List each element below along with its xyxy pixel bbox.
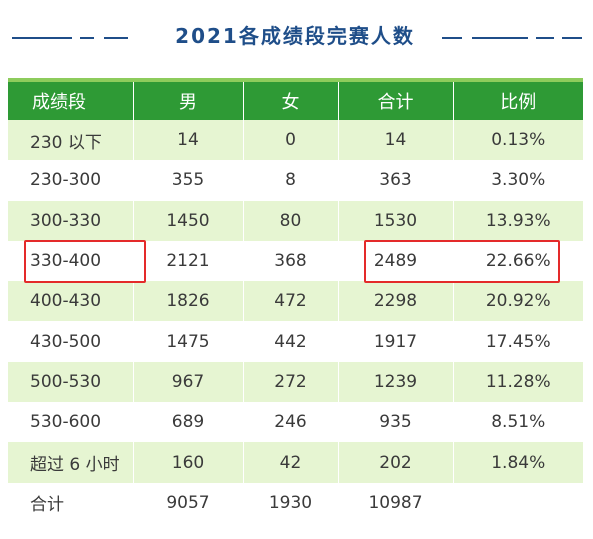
column-header: 比例 (500, 92, 537, 113)
table-row-total: 合计 9057 1930 10987 (8, 482, 583, 523)
title-dash (12, 37, 72, 39)
table-cell: 935 (338, 402, 454, 443)
table-cell: 80 (243, 200, 339, 241)
table-cell: 0 (243, 120, 339, 161)
title-dash (536, 37, 554, 39)
table-cell: 202 (338, 442, 454, 483)
table-cell: 超过 6 小时 (8, 442, 134, 483)
table-cell: 1239 (338, 361, 454, 403)
table-cell: 2489 (338, 240, 454, 282)
highlight-box-range (24, 240, 146, 283)
table-cell: 11.28% (485, 371, 551, 392)
table-cell: 2121 (133, 240, 244, 282)
table-cell: 3.30% (491, 170, 546, 191)
table-cell: 246 (243, 402, 339, 443)
table-cell: 20.92% (485, 291, 551, 312)
table-cell: 230-300 (8, 160, 134, 201)
table-cell: 8.51% (491, 412, 546, 433)
title-dash (442, 37, 462, 39)
table-cell: 1917 (338, 321, 454, 362)
table-row: 400-430 1826 472 2298 20.92% (8, 281, 583, 322)
column-header: 女 (243, 82, 339, 120)
table-cell: 442 (243, 321, 339, 362)
column-header: 合计 (338, 82, 454, 120)
table-cell: 689 (133, 402, 244, 443)
highlight-box-total-ratio (364, 240, 560, 283)
table-cell: 530-600 (8, 402, 134, 443)
table-cell: 967 (133, 361, 244, 403)
table-row: 230-300 355 8 363 3.30% (8, 160, 583, 201)
table-row: 500-530 967 272 1239 11.28% (8, 361, 583, 403)
table-cell: 1450 (133, 200, 244, 241)
title-dash (562, 37, 582, 39)
table-row: 530-600 689 246 935 8.51% (8, 402, 583, 443)
table-cell: 230 以下 (8, 120, 134, 161)
title-dash (80, 37, 94, 39)
table-cell: 1.84% (491, 452, 546, 473)
column-header: 成绩段 (8, 82, 134, 120)
table-cell: 300-330 (8, 200, 134, 241)
table-cell: 1930 (243, 482, 339, 523)
table-cell: 363 (338, 160, 454, 201)
title-dash (104, 37, 128, 39)
table-cell: 2298 (338, 281, 454, 322)
page-title: 2021各成绩段完赛人数 (175, 24, 415, 48)
table-cell: 0.13% (491, 130, 546, 151)
table-cell (453, 483, 583, 523)
table-cell: 1475 (133, 321, 244, 362)
table-cell: 9057 (133, 482, 244, 523)
table-row: 300-330 1450 80 1530 13.93% (8, 200, 583, 241)
header-strip (8, 78, 583, 82)
table-row: 430-500 1475 442 1917 17.45% (8, 321, 583, 362)
table-cell: 10987 (338, 482, 454, 523)
table-cell: 400-430 (8, 281, 134, 322)
table-row: 超过 6 小时 160 42 202 1.84% (8, 442, 583, 483)
table-cell: 368 (243, 240, 339, 282)
table-cell: 合计 (8, 482, 134, 523)
table-cell: 22.66% (485, 251, 551, 272)
table-cell: 8 (243, 160, 339, 201)
table-row: 230 以下 14 0 14 0.13% (8, 120, 583, 161)
table-cell: 14 (338, 120, 454, 161)
table-cell: 472 (243, 281, 339, 322)
column-header: 男 (133, 82, 244, 120)
table-cell: 17.45% (485, 331, 551, 352)
table-cell: 500-530 (8, 361, 134, 403)
table-cell: 330-400 (8, 240, 134, 282)
table-cell: 355 (133, 160, 244, 201)
table-cell: 13.93% (485, 210, 551, 231)
table-cell: 42 (243, 442, 339, 483)
table-cell: 430-500 (8, 321, 134, 362)
table-header-row: 成绩段 男 女 合计 比例 (8, 82, 583, 120)
table-cell: 272 (243, 361, 339, 403)
title-row: 2021各成绩段完赛人数 (0, 14, 593, 58)
table-cell: 14 (133, 120, 244, 161)
table-cell: 1826 (133, 281, 244, 322)
table-cell: 1530 (338, 200, 454, 241)
table-cell: 160 (133, 442, 244, 483)
table-row-highlighted: 330-400 2121 368 2489 22.66% (8, 240, 583, 282)
title-dash (472, 37, 528, 39)
results-table: 成绩段 男 女 合计 比例 230 以下 14 0 14 0.13% 230-3… (8, 82, 583, 523)
